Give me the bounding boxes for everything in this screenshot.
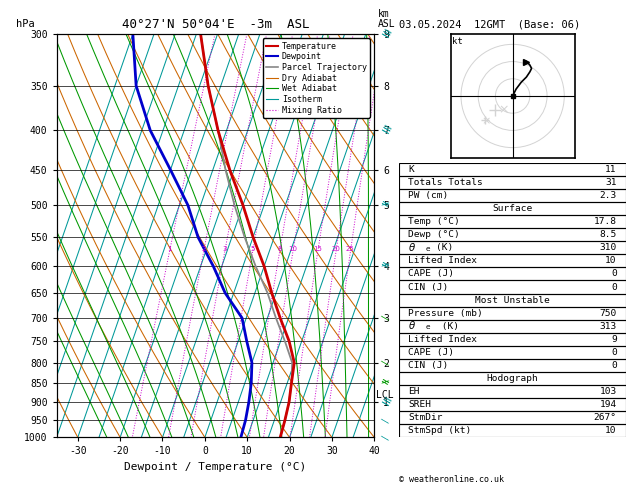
Title: 40°27'N 50°04'E  -3m  ASL: 40°27'N 50°04'E -3m ASL xyxy=(121,18,309,32)
Bar xyxy=(399,346,626,359)
Text: ≡: ≡ xyxy=(377,26,393,42)
Text: StmDir: StmDir xyxy=(408,413,443,422)
Text: PW (cm): PW (cm) xyxy=(408,191,448,200)
Text: SREH: SREH xyxy=(408,400,431,409)
Text: Surface: Surface xyxy=(493,204,533,213)
X-axis label: Dewpoint / Temperature (°C): Dewpoint / Temperature (°C) xyxy=(125,462,306,472)
Text: CIN (J): CIN (J) xyxy=(408,282,448,292)
Text: 267°: 267° xyxy=(594,413,617,422)
Text: © weatheronline.co.uk: © weatheronline.co.uk xyxy=(399,474,504,484)
Text: 0: 0 xyxy=(611,361,617,370)
Text: Lifted Index: Lifted Index xyxy=(408,335,477,344)
Text: (K): (K) xyxy=(436,322,459,331)
Legend: Temperature, Dewpoint, Parcel Trajectory, Dry Adiabat, Wet Adiabat, Isotherm, Mi: Temperature, Dewpoint, Parcel Trajectory… xyxy=(262,38,370,118)
Text: 8.5: 8.5 xyxy=(599,230,617,239)
Bar xyxy=(399,398,626,411)
Text: 17.8: 17.8 xyxy=(594,217,617,226)
Text: θ: θ xyxy=(408,243,415,253)
Bar xyxy=(399,215,626,228)
Text: —: — xyxy=(377,414,391,427)
Text: 11: 11 xyxy=(605,165,617,174)
Text: ≡: ≡ xyxy=(377,394,393,410)
Text: ≠: ≠ xyxy=(377,198,391,212)
Text: 0: 0 xyxy=(611,269,617,278)
Text: 310: 310 xyxy=(599,243,617,252)
Text: km
ASL: km ASL xyxy=(377,9,395,29)
Text: Most Unstable: Most Unstable xyxy=(476,295,550,305)
Bar xyxy=(399,385,626,398)
Bar xyxy=(399,372,626,385)
Text: kt: kt xyxy=(452,37,463,47)
Text: CIN (J): CIN (J) xyxy=(408,361,448,370)
Text: 10: 10 xyxy=(605,257,617,265)
Bar xyxy=(399,333,626,346)
Text: StmSpd (kt): StmSpd (kt) xyxy=(408,426,472,435)
Text: hPa: hPa xyxy=(16,19,35,29)
Bar xyxy=(399,163,626,176)
Text: e: e xyxy=(425,324,430,330)
Text: 1: 1 xyxy=(167,246,172,252)
Text: 20: 20 xyxy=(331,246,340,252)
Text: LCL: LCL xyxy=(376,390,394,399)
Text: Pressure (mb): Pressure (mb) xyxy=(408,309,483,318)
Text: EH: EH xyxy=(408,387,420,396)
Text: θ: θ xyxy=(408,321,415,331)
Text: 194: 194 xyxy=(599,400,617,409)
Text: 750: 750 xyxy=(599,309,617,318)
Text: 0: 0 xyxy=(611,348,617,357)
Text: 8: 8 xyxy=(277,246,282,252)
Text: Temp (°C): Temp (°C) xyxy=(408,217,460,226)
Text: 3: 3 xyxy=(223,246,227,252)
Bar xyxy=(399,294,626,307)
Bar xyxy=(399,241,626,254)
Bar xyxy=(399,411,626,424)
Text: 10: 10 xyxy=(288,246,298,252)
Bar xyxy=(399,228,626,241)
Text: e: e xyxy=(425,246,430,252)
Text: 9: 9 xyxy=(611,335,617,344)
Text: 2: 2 xyxy=(201,246,206,252)
Bar xyxy=(399,202,626,215)
Text: 15: 15 xyxy=(313,246,322,252)
Text: 0: 0 xyxy=(611,282,617,292)
Text: —: — xyxy=(377,311,391,325)
Text: CAPE (J): CAPE (J) xyxy=(408,269,455,278)
Text: 03.05.2024  12GMT  (Base: 06): 03.05.2024 12GMT (Base: 06) xyxy=(399,19,581,29)
Text: ≠: ≠ xyxy=(377,376,391,390)
Bar xyxy=(399,267,626,280)
Text: Totals Totals: Totals Totals xyxy=(408,178,483,187)
Text: 5: 5 xyxy=(250,246,255,252)
Text: ×: × xyxy=(496,103,510,116)
Text: ≡: ≡ xyxy=(377,122,393,139)
Bar xyxy=(399,424,626,437)
Bar xyxy=(399,307,626,320)
Bar xyxy=(399,176,626,189)
Text: Hodograph: Hodograph xyxy=(487,374,538,383)
Bar xyxy=(399,359,626,372)
Text: 31: 31 xyxy=(605,178,617,187)
Text: Lifted Index: Lifted Index xyxy=(408,257,477,265)
Text: Dewp (°C): Dewp (°C) xyxy=(408,230,460,239)
Bar xyxy=(399,254,626,267)
Text: —: — xyxy=(377,356,391,369)
Text: CAPE (J): CAPE (J) xyxy=(408,348,455,357)
Text: 25: 25 xyxy=(346,246,355,252)
Text: ≠: ≠ xyxy=(377,260,391,273)
Bar xyxy=(399,280,626,294)
Text: ×: × xyxy=(482,117,491,127)
Text: 313: 313 xyxy=(599,322,617,331)
Text: 2.3: 2.3 xyxy=(599,191,617,200)
Text: (K): (K) xyxy=(436,243,453,252)
Bar xyxy=(399,189,626,202)
Bar xyxy=(399,320,626,333)
Text: —: — xyxy=(377,431,391,444)
Text: 103: 103 xyxy=(599,387,617,396)
Text: K: K xyxy=(408,165,415,174)
Text: 10: 10 xyxy=(605,426,617,435)
